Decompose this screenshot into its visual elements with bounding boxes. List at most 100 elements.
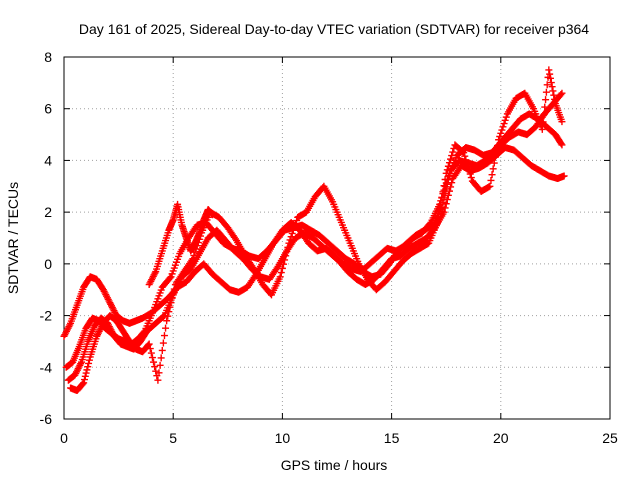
data-point: [165, 308, 173, 316]
data-point: [281, 256, 289, 264]
data-point: [486, 182, 494, 190]
x-tick-label: 20: [493, 430, 509, 446]
data-point: [85, 359, 93, 367]
data-point: [494, 142, 502, 150]
data-point: [191, 248, 199, 256]
x-tick-labels: 0 5 10 15 20 25: [60, 430, 618, 446]
data-point: [461, 152, 469, 160]
data-point: [542, 88, 550, 96]
y-tick-labels: -6 -4 -2 0 2 4 6 8: [40, 49, 53, 427]
data-point: [290, 223, 298, 231]
data-point: [500, 120, 508, 128]
data-point: [80, 376, 88, 384]
data-point: [155, 369, 163, 377]
data-point: [150, 358, 158, 366]
axis-ticks: [63, 56, 611, 420]
data-point: [151, 269, 159, 277]
data-point: [466, 170, 474, 178]
data-point: [448, 152, 456, 160]
data-point: [460, 149, 468, 157]
data-point: [464, 163, 472, 171]
data-point: [283, 248, 291, 256]
data-point: [438, 194, 446, 202]
data-point: [289, 226, 297, 234]
data-point: [441, 204, 449, 212]
data-point: [542, 96, 550, 104]
data-point: [292, 220, 300, 228]
data-point: [80, 379, 88, 387]
data-point: [140, 328, 148, 336]
data-point: [558, 118, 566, 126]
data-point: [79, 380, 87, 388]
data-point: [545, 66, 553, 74]
data-point: [189, 255, 197, 263]
data-point: [83, 366, 91, 374]
data-point: [147, 349, 155, 357]
data-point: [170, 285, 178, 293]
data-point: [168, 294, 176, 302]
series-track-e: [145, 200, 217, 289]
data-point: [249, 263, 257, 271]
data-point: [148, 354, 156, 362]
data-point: [282, 252, 290, 260]
data-point: [81, 372, 89, 380]
data-point: [489, 165, 497, 173]
x-tick-label: 15: [384, 430, 400, 446]
data-point: [157, 354, 165, 362]
data-point: [546, 70, 554, 78]
y-tick-label: -6: [40, 411, 53, 427]
y-tick-label: 4: [44, 152, 52, 168]
data-point: [541, 103, 549, 111]
data-point: [287, 233, 295, 241]
data-point: [286, 236, 294, 244]
data-point: [151, 363, 159, 371]
data-point: [443, 196, 451, 204]
data-point: [162, 324, 170, 332]
data-point: [66, 321, 74, 329]
data-point: [550, 91, 558, 99]
data-point: [158, 346, 166, 354]
data-point: [159, 339, 167, 347]
data-point: [546, 74, 554, 82]
data-point: [558, 89, 566, 97]
x-axis-label: GPS time / hours: [281, 457, 388, 473]
data-point: [436, 206, 444, 214]
data-point: [443, 166, 451, 174]
data-point: [549, 87, 557, 95]
x-tick-label: 0: [60, 430, 68, 446]
data-point: [145, 340, 153, 348]
chart-title: Day 161 of 2025, Sidereal Day-to-day VTE…: [79, 21, 589, 37]
data-point: [496, 133, 504, 141]
data-point: [502, 113, 510, 121]
data-point: [209, 211, 217, 219]
data-point: [169, 290, 177, 298]
data-point: [285, 239, 293, 247]
data-point: [462, 156, 470, 164]
data-point: [487, 176, 495, 184]
x-tick-label: 10: [275, 430, 291, 446]
data-point: [284, 243, 292, 251]
data-point: [437, 200, 445, 208]
x-tick-label: 25: [602, 430, 618, 446]
data-point: [492, 147, 500, 155]
data-point: [442, 169, 450, 177]
data-point: [557, 140, 565, 148]
data-point: [156, 361, 164, 369]
data-point: [557, 90, 565, 98]
data-point: [495, 136, 503, 144]
data-point: [467, 174, 475, 182]
y-tick-label: -2: [40, 308, 53, 324]
data-point: [548, 83, 556, 91]
data-point: [501, 116, 509, 124]
data-point: [539, 118, 547, 126]
data-point: [276, 273, 284, 281]
data-point: [488, 171, 496, 179]
y-tick-label: 8: [44, 49, 52, 65]
data-point: [82, 369, 90, 377]
data-point: [558, 141, 566, 149]
y-tick-label: 6: [44, 101, 52, 117]
data-point: [164, 312, 172, 320]
data-point: [85, 356, 93, 364]
data-point: [440, 182, 448, 190]
